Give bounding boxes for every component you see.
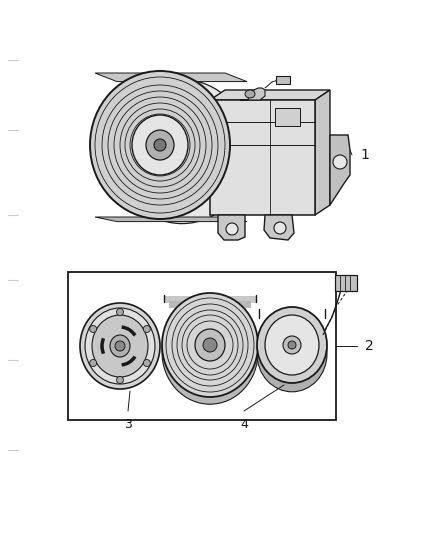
Ellipse shape xyxy=(154,139,166,151)
Ellipse shape xyxy=(245,90,255,98)
Polygon shape xyxy=(95,73,247,82)
Ellipse shape xyxy=(90,71,230,219)
Polygon shape xyxy=(210,100,315,215)
Ellipse shape xyxy=(283,336,301,354)
Ellipse shape xyxy=(128,112,192,178)
Ellipse shape xyxy=(265,315,319,375)
Ellipse shape xyxy=(274,222,286,234)
Polygon shape xyxy=(169,301,251,308)
Ellipse shape xyxy=(146,130,174,160)
Polygon shape xyxy=(179,312,241,319)
Ellipse shape xyxy=(257,307,327,383)
Ellipse shape xyxy=(333,155,347,169)
Ellipse shape xyxy=(108,91,212,199)
Polygon shape xyxy=(330,135,350,205)
Ellipse shape xyxy=(90,359,97,367)
Ellipse shape xyxy=(162,293,258,397)
Ellipse shape xyxy=(117,309,124,316)
Ellipse shape xyxy=(80,303,160,389)
Polygon shape xyxy=(210,90,330,100)
Ellipse shape xyxy=(226,223,238,235)
Polygon shape xyxy=(240,88,265,100)
Polygon shape xyxy=(95,217,247,222)
Ellipse shape xyxy=(110,335,130,357)
Text: 1: 1 xyxy=(360,148,369,162)
Polygon shape xyxy=(218,215,245,240)
Polygon shape xyxy=(264,215,294,240)
Ellipse shape xyxy=(90,326,97,333)
Ellipse shape xyxy=(162,300,258,404)
Text: 2: 2 xyxy=(365,339,374,353)
Ellipse shape xyxy=(257,316,327,392)
Polygon shape xyxy=(315,90,330,215)
Ellipse shape xyxy=(143,326,150,333)
Ellipse shape xyxy=(118,101,202,189)
Ellipse shape xyxy=(114,79,250,224)
Ellipse shape xyxy=(133,117,187,173)
Polygon shape xyxy=(184,317,236,324)
Ellipse shape xyxy=(288,341,296,349)
Ellipse shape xyxy=(117,376,124,384)
Bar xyxy=(275,108,300,126)
Ellipse shape xyxy=(115,341,125,351)
Polygon shape xyxy=(189,323,231,330)
Polygon shape xyxy=(164,296,256,303)
Ellipse shape xyxy=(92,315,148,377)
Polygon shape xyxy=(276,76,290,84)
Ellipse shape xyxy=(203,338,217,352)
Ellipse shape xyxy=(143,359,150,367)
Text: 3: 3 xyxy=(124,418,132,431)
Ellipse shape xyxy=(92,74,228,216)
Polygon shape xyxy=(335,275,357,291)
Ellipse shape xyxy=(113,96,207,194)
Text: 4: 4 xyxy=(240,418,248,431)
Polygon shape xyxy=(174,307,246,314)
Ellipse shape xyxy=(85,308,155,384)
Ellipse shape xyxy=(103,86,217,204)
Ellipse shape xyxy=(195,329,225,361)
Ellipse shape xyxy=(98,80,222,210)
Bar xyxy=(68,272,336,420)
Ellipse shape xyxy=(132,115,188,175)
Ellipse shape xyxy=(123,107,197,183)
